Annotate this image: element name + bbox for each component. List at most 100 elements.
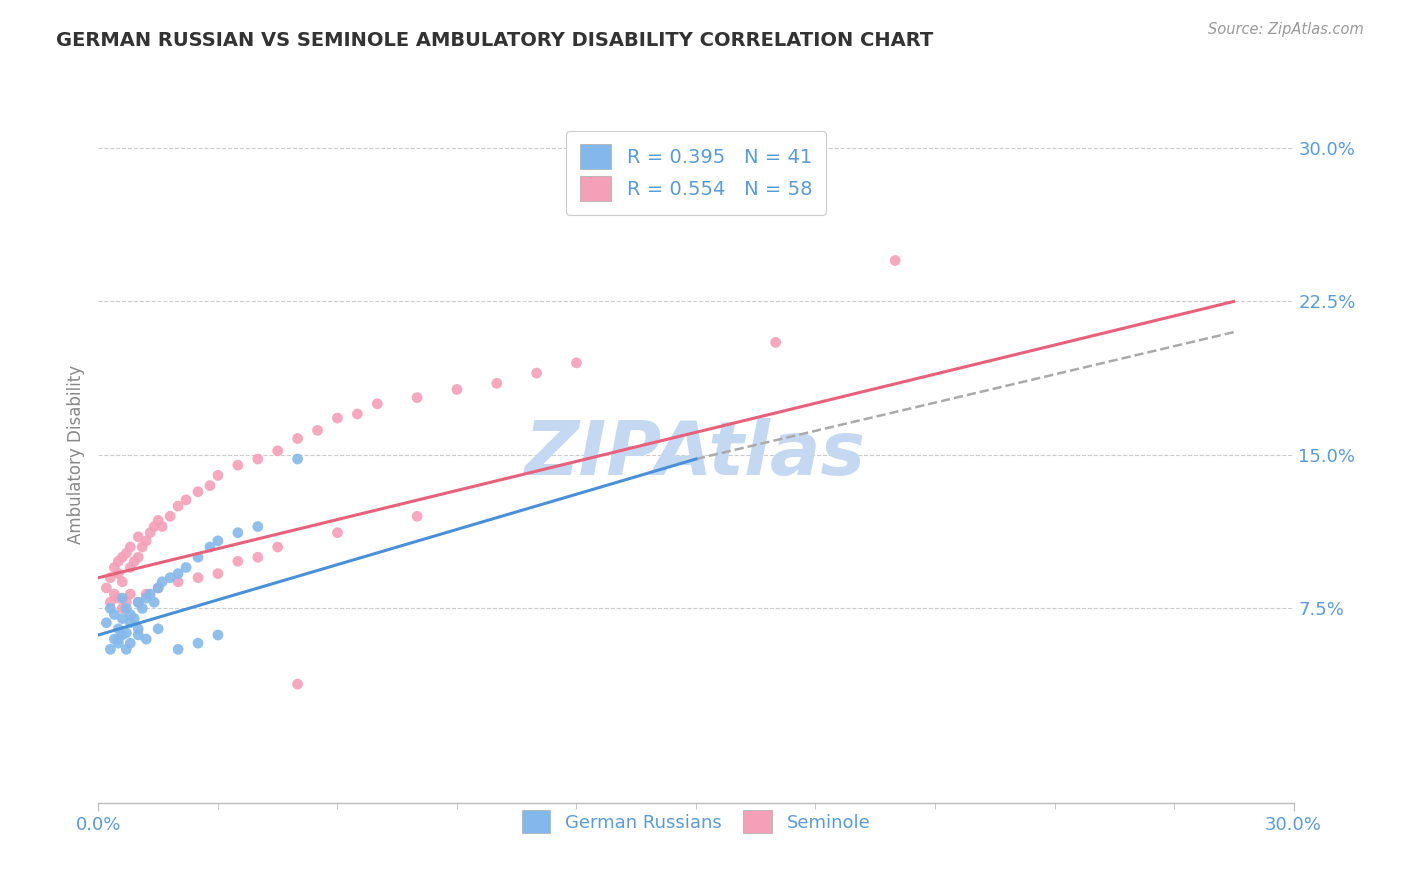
Point: [103, 587, 125, 601]
Point: [111, 550, 134, 565]
Point: [127, 595, 149, 609]
Point: [127, 628, 149, 642]
Point: [148, 622, 170, 636]
Point: [287, 432, 309, 446]
Point: [406, 391, 429, 405]
Point: [148, 581, 170, 595]
Point: [120, 587, 142, 601]
Point: [107, 566, 129, 581]
Point: [98, 601, 122, 615]
Point: [326, 525, 349, 540]
Text: Source: ZipAtlas.com: Source: ZipAtlas.com: [1208, 22, 1364, 37]
Point: [120, 560, 142, 574]
Point: [485, 376, 508, 391]
Point: [884, 253, 907, 268]
Text: GERMAN RUSSIAN VS SEMINOLE AMBULATORY DISABILITY CORRELATION CHART: GERMAN RUSSIAN VS SEMINOLE AMBULATORY DI…: [56, 31, 934, 50]
Point: [765, 335, 787, 350]
Point: [143, 595, 166, 609]
Point: [207, 628, 229, 642]
Point: [131, 601, 153, 615]
Point: [207, 566, 229, 581]
Point: [207, 468, 229, 483]
Point: [267, 540, 290, 554]
Y-axis label: Ambulatory Disability: Ambulatory Disability: [66, 366, 84, 544]
Point: [127, 530, 149, 544]
Point: [139, 525, 162, 540]
Point: [307, 423, 329, 437]
Point: [107, 636, 129, 650]
Point: [198, 540, 221, 554]
Point: [111, 574, 134, 589]
Point: [150, 519, 173, 533]
Point: [115, 595, 138, 609]
Point: [159, 571, 181, 585]
Point: [446, 383, 468, 397]
Point: [111, 628, 134, 642]
Point: [124, 612, 146, 626]
Point: [167, 574, 190, 589]
Point: [159, 509, 181, 524]
Point: [187, 636, 209, 650]
Point: [366, 397, 388, 411]
Point: [207, 533, 229, 548]
Point: [346, 407, 368, 421]
Point: [111, 591, 134, 606]
Point: [98, 642, 122, 657]
Point: [127, 622, 149, 636]
Point: [107, 591, 129, 606]
Point: [150, 574, 173, 589]
Point: [226, 458, 249, 472]
Point: [187, 571, 209, 585]
Point: [135, 533, 157, 548]
Point: [406, 509, 429, 524]
Point: [103, 560, 125, 574]
Point: [115, 546, 138, 560]
Point: [287, 452, 309, 467]
Legend: German Russians, Seminole: German Russians, Seminole: [513, 801, 879, 842]
Point: [226, 525, 249, 540]
Point: [167, 566, 190, 581]
Point: [187, 550, 209, 565]
Point: [148, 581, 170, 595]
Point: [107, 622, 129, 636]
Point: [187, 484, 209, 499]
Point: [167, 499, 190, 513]
Point: [143, 519, 166, 533]
Point: [131, 540, 153, 554]
Point: [96, 581, 118, 595]
Point: [120, 615, 142, 630]
Text: ZIPAtlas: ZIPAtlas: [526, 418, 866, 491]
Point: [246, 550, 269, 565]
Point: [111, 612, 134, 626]
Point: [246, 519, 269, 533]
Point: [148, 513, 170, 527]
Point: [98, 571, 122, 585]
Point: [120, 636, 142, 650]
Point: [287, 677, 309, 691]
Point: [107, 554, 129, 568]
Point: [135, 587, 157, 601]
Point: [98, 595, 122, 609]
Point: [246, 452, 269, 467]
Point: [326, 411, 349, 425]
Point: [565, 356, 588, 370]
Point: [127, 595, 149, 609]
Point: [135, 632, 157, 646]
Point: [103, 632, 125, 646]
Point: [115, 626, 138, 640]
Point: [124, 554, 146, 568]
Point: [111, 601, 134, 615]
Point: [96, 615, 118, 630]
Point: [267, 443, 290, 458]
Point: [198, 478, 221, 492]
Point: [115, 601, 138, 615]
Point: [107, 632, 129, 646]
Point: [115, 642, 138, 657]
Point: [526, 366, 548, 380]
Point: [174, 560, 197, 574]
Point: [103, 607, 125, 622]
Point: [139, 587, 162, 601]
Point: [167, 642, 190, 657]
Point: [127, 550, 149, 565]
Point: [135, 591, 157, 606]
